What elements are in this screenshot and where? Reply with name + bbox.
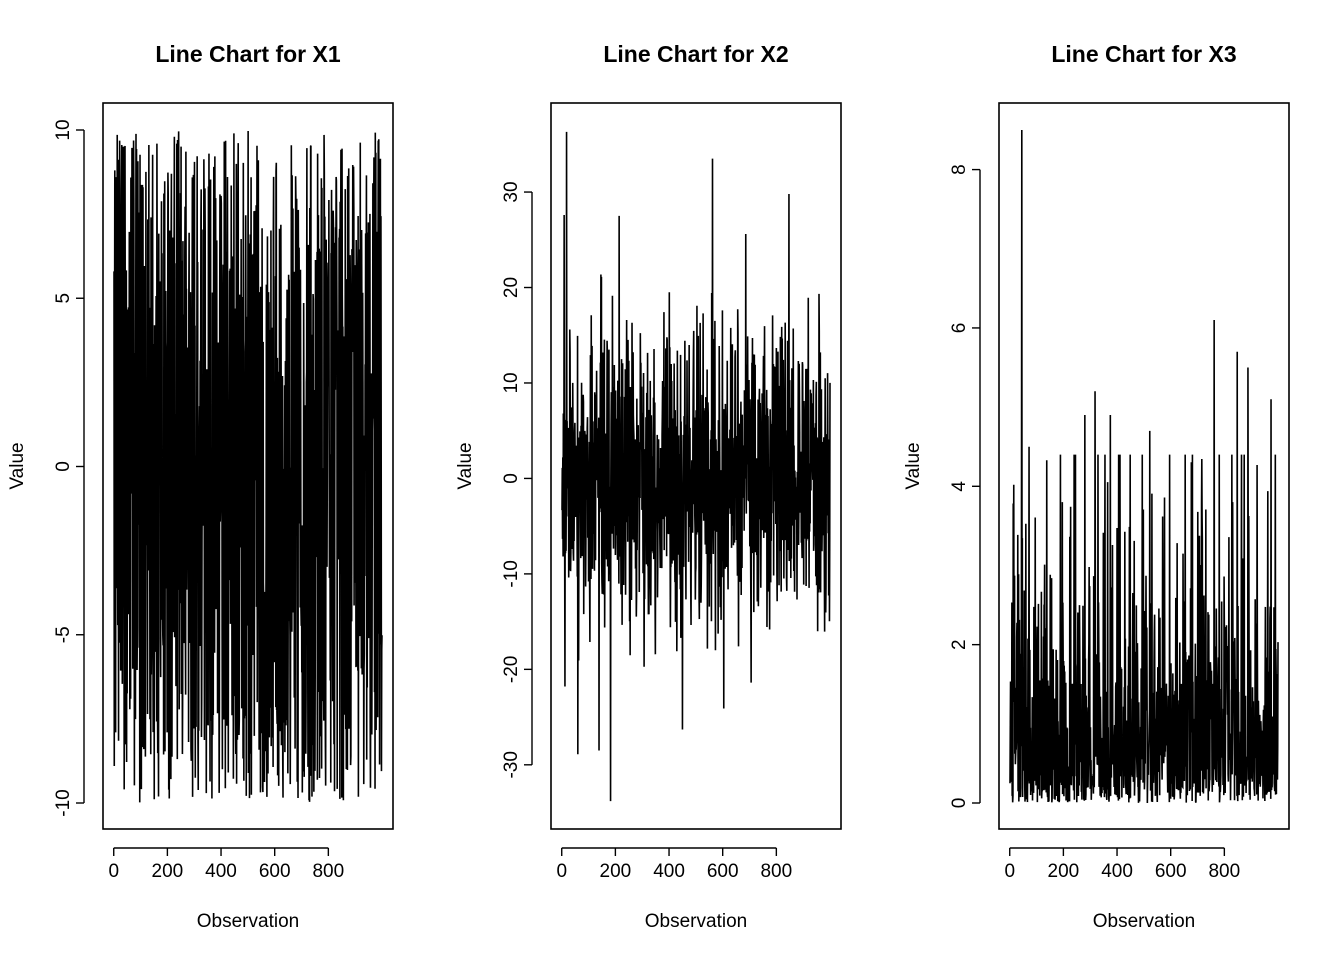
- x-axis-label: Observation: [1093, 911, 1195, 932]
- plot-frame: [550, 102, 842, 830]
- panel-3: Line Chart for X3 0 200 400 600 800 Observatio…: [903, 41, 1290, 932]
- x-tick-label: 600: [259, 861, 291, 882]
- y-axis-label: Value: [455, 442, 476, 489]
- x-tick-label: 0: [556, 861, 567, 882]
- x-tick-label: 0: [1004, 861, 1015, 882]
- y-tick-label: -10: [53, 789, 74, 816]
- y-tick-label: -20: [501, 656, 522, 683]
- x-tick-label: 800: [312, 861, 344, 882]
- x-tick-label: 400: [653, 861, 685, 882]
- x-tick-label: 200: [1048, 861, 1080, 882]
- y-tick-label: 20: [501, 277, 522, 298]
- x-tick-label: 600: [1155, 861, 1187, 882]
- plot-frame: [102, 102, 394, 830]
- series-line: [113, 131, 383, 803]
- x-tick-label: 600: [707, 861, 739, 882]
- chart-title: Line Chart for X3: [1051, 41, 1236, 67]
- x-tick-label: 200: [152, 861, 184, 882]
- y-tick-label: 10: [501, 372, 522, 393]
- x-tick-label: 400: [1101, 861, 1133, 882]
- series-line: [1009, 129, 1279, 803]
- y-tick-label: 0: [949, 798, 970, 809]
- y-tick-label: 6: [949, 323, 970, 334]
- y-tick-label: 0: [501, 473, 522, 484]
- y-tick-label: -30: [501, 751, 522, 778]
- panel-1: Line Chart for X1 0 200 400 600 800 Observatio…: [7, 41, 394, 932]
- series-line: [561, 131, 831, 802]
- x-tick-label: 800: [760, 861, 792, 882]
- y-tick-label: -5: [53, 626, 74, 643]
- y-tick-label: 8: [949, 164, 970, 175]
- y-axis-label: Value: [903, 442, 924, 489]
- y-axis-label: Value: [7, 442, 28, 489]
- x-tick-label: 200: [600, 861, 632, 882]
- x-axis-label: Observation: [197, 911, 299, 932]
- x-tick-label: 0: [108, 861, 119, 882]
- y-tick-label: 4: [949, 481, 970, 492]
- x-axis-label: Observation: [645, 911, 747, 932]
- y-tick-label: 10: [53, 119, 74, 140]
- chart-title: Line Chart for X2: [603, 41, 788, 67]
- plot-frame: [998, 102, 1290, 830]
- x-tick-label: 800: [1208, 861, 1240, 882]
- chart-title: Line Chart for X1: [155, 41, 341, 67]
- panel-2: Line Chart for X20 200 400 600 800Observatio…: [455, 41, 842, 932]
- y-tick-label: 5: [53, 293, 74, 304]
- x-tick-label: 400: [205, 861, 237, 882]
- y-tick-label: 2: [949, 639, 970, 650]
- y-tick-label: -10: [501, 560, 522, 587]
- y-tick-label: 0: [53, 461, 74, 472]
- y-tick-label: 30: [501, 181, 522, 202]
